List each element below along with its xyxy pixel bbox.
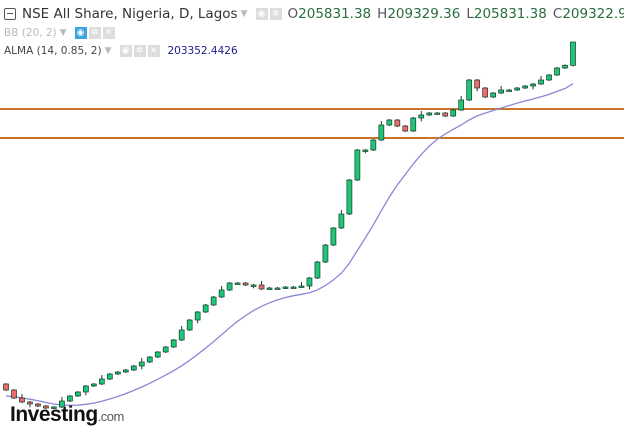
candle-up [322,244,329,263]
alma-value: 203352.4426 [167,45,238,57]
candle-up [146,356,153,363]
eye-icon[interactable]: ◉ [119,45,132,57]
candle-up [370,139,377,151]
candle-up [75,391,81,397]
candle-up [226,282,233,291]
candle-up [250,284,257,287]
candle-up [306,277,313,287]
candle-up [426,112,433,116]
candle-up [538,79,544,85]
candle-up [458,99,465,111]
candle-up [106,373,113,380]
candle-down [402,125,409,132]
candle-up [354,149,361,181]
alma-line [5,83,574,406]
candle-down [43,405,49,409]
candle-up [194,311,201,321]
candle-up [386,119,393,126]
eye-icon[interactable]: ◉ [74,27,87,39]
gear-icon[interactable]: ✲ [133,45,146,57]
candle-up [98,378,105,385]
collapse-icon[interactable] [4,8,16,20]
candle-down [394,119,401,127]
candle-up [506,89,512,92]
candle-up [122,369,129,373]
candle-up [186,319,193,331]
candle-down [442,112,449,117]
candle-up [210,296,217,306]
candle-up [570,41,576,66]
candle-up [314,261,321,279]
close-icon[interactable]: ✕ [102,27,115,39]
candle-up [290,286,297,289]
candle-up [490,92,496,98]
candle-up [434,112,441,115]
candle-up [83,385,89,393]
candle-up [378,124,385,141]
candle-up [522,85,528,89]
close-icon[interactable]: ✕ [147,45,160,57]
gear-icon[interactable]: ✲ [269,8,282,20]
chevron-down-icon[interactable]: ▼ [59,28,67,38]
candle-down [19,397,25,403]
candle-up [266,287,273,290]
chart-header: NSE All Share, Nigeria, D, Lagos ▼ ◉ ✲ O… [4,6,624,22]
candle-up [338,213,345,229]
candle-up [498,89,504,94]
candle-up [298,285,305,288]
candle-up [514,87,520,91]
candle-up [562,64,568,69]
candle-up [162,346,169,353]
alma-indicator-legend: ALMA (14, 0.85, 2) ▼ ◉ ✲ ✕ 203352.4426 [4,45,238,57]
candle-up [410,117,417,132]
candle-up [450,109,457,117]
eye-icon[interactable]: ◉ [255,8,268,20]
candle-up [170,339,177,348]
candle-up [330,227,337,246]
candle-up [202,304,209,313]
candle-down [35,403,41,407]
chevron-down-icon[interactable]: ▼ [240,9,248,19]
candle-up [554,67,560,76]
candle-up [90,383,97,387]
alma-label[interactable]: ALMA (14, 0.85, 2) [4,45,102,57]
candle-down [482,87,489,98]
candle-up [51,406,57,409]
ohlc-close: C209322.98 [552,6,624,22]
candle-up [546,74,552,81]
bb-indicator-legend: BB (20, 2) ▼ ◉ ✲ ✕ [4,27,115,39]
ohlc-low: L205831.38 [466,6,547,22]
candle-down [242,282,249,286]
candle-up [154,351,161,358]
ohlc-high: H209329.36 [377,6,461,22]
investing-logo: Investing.com [10,403,124,426]
candle-up [138,361,145,367]
candle-down [3,383,9,391]
candle-up [234,282,241,285]
candle-up [130,365,137,371]
chevron-down-icon[interactable]: ▼ [104,46,112,56]
candle-down [474,79,481,89]
ohlc-open: O205831.38 [287,6,372,22]
candle-up [282,286,289,289]
candle-up [59,400,65,408]
candle-down [27,401,33,405]
candle-up [67,395,73,402]
chart-title: NSE All Share, Nigeria, D, Lagos [22,6,238,22]
candle-up [178,329,185,341]
candle-up [530,83,536,87]
candle-up [466,79,473,101]
candle-up [274,287,281,290]
candle-down [11,389,17,399]
candle-up [418,114,425,119]
candle-down [258,284,265,290]
bb-label[interactable]: BB (20, 2) [4,27,57,39]
candle-up [346,179,353,215]
gear-icon[interactable]: ✲ [88,27,101,39]
candle-up [362,149,369,152]
candle-up [218,289,225,298]
candle-up [114,371,121,375]
